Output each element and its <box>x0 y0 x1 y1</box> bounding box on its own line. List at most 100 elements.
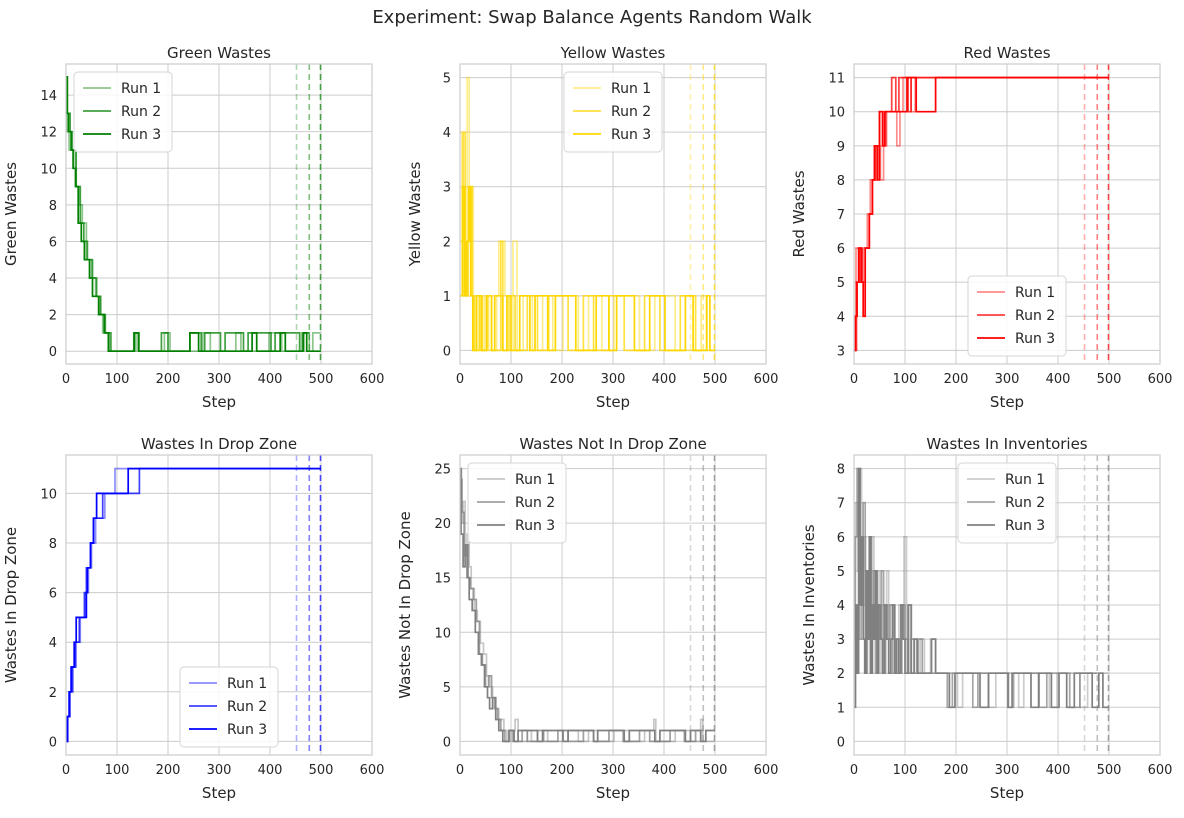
x-tick-label: 600 <box>360 763 385 778</box>
legend-label: Run 1 <box>121 81 161 97</box>
y-tick-label: 2 <box>443 235 451 250</box>
x-axis-label: Step <box>990 393 1024 411</box>
x-tick-label: 500 <box>309 763 334 778</box>
y-tick-label: 12 <box>40 126 57 141</box>
y-tick-label: 20 <box>434 517 451 532</box>
y-tick-label: 5 <box>443 681 451 696</box>
y-tick-label: 6 <box>837 531 845 546</box>
y-tick-label: 0 <box>443 344 451 359</box>
subplot-title: Wastes In Drop Zone <box>141 435 297 453</box>
y-tick-label: 25 <box>434 463 451 478</box>
series-line-run-3 <box>66 467 321 743</box>
y-tick-label: 1 <box>837 701 845 716</box>
x-tick-label: 600 <box>1148 372 1173 387</box>
legend-box <box>563 71 663 153</box>
y-tick-label: 10 <box>40 162 57 177</box>
y-tick-label: 4 <box>49 272 57 287</box>
y-tick-label: 6 <box>49 587 57 602</box>
y-tick-label: 2 <box>49 309 57 324</box>
x-tick-label: 500 <box>1097 763 1122 778</box>
legend: Run 1 Run 2 Run 3 <box>467 462 567 544</box>
x-tick-label: 600 <box>360 372 385 387</box>
y-tick-label: 8 <box>49 199 57 214</box>
y-tick-label: 8 <box>837 463 845 478</box>
y-tick-label: 4 <box>837 310 845 325</box>
x-tick-label: 600 <box>754 763 779 778</box>
x-tick-label: 300 <box>601 372 626 387</box>
subplot-3: 0 100 200 300 400 500 600 3 4 5 6 7 8 9 10 11 Red Wastes… <box>790 44 1172 411</box>
x-tick-label: 400 <box>258 763 283 778</box>
x-tick-label: 300 <box>601 763 626 778</box>
plot-area <box>854 455 1110 755</box>
legend-label: Run 2 <box>515 495 555 511</box>
x-tick-label: 0 <box>62 763 70 778</box>
y-axis-label: Green Wastes <box>2 162 20 266</box>
y-axis-label: Wastes In Inventories <box>800 524 818 685</box>
figure-title: Experiment: Swap Balance Agents Random W… <box>372 7 812 28</box>
axes-frame <box>65 63 373 365</box>
legend-label: Run 2 <box>1005 495 1045 511</box>
legend-box <box>73 71 173 153</box>
plot-area <box>66 64 322 364</box>
legend-label: Run 1 <box>515 472 555 488</box>
y-tick-label: 8 <box>837 174 845 189</box>
subplot-2: 0 100 200 300 400 500 600 0 1 2 3 4 5 Yellow Wastes St… <box>406 44 778 411</box>
subplot-5: 0 100 200 300 400 500 600 0 5 10 15 20 25 Wastes Not … <box>396 435 778 802</box>
y-tick-label: 3 <box>837 633 845 648</box>
legend-label: Run 2 <box>121 104 161 120</box>
y-tick-label: 5 <box>837 276 845 291</box>
y-tick-label: 5 <box>443 72 451 87</box>
x-tick-label: 400 <box>652 372 677 387</box>
legend-label: Run 3 <box>1015 331 1055 347</box>
y-tick-label: 2 <box>49 686 57 701</box>
axes-frame <box>853 63 1161 365</box>
y-tick-label: 5 <box>837 565 845 580</box>
y-tick-label: 14 <box>40 89 57 104</box>
x-tick-label: 300 <box>995 372 1020 387</box>
x-tick-label: 500 <box>309 372 334 387</box>
series-line-run-1 <box>854 467 1109 709</box>
legend-label: Run 1 <box>611 81 651 97</box>
series-line-run-3 <box>854 467 1109 709</box>
y-tick-label: 0 <box>837 735 845 750</box>
x-tick-label: 200 <box>944 763 969 778</box>
y-tick-label: 2 <box>837 667 845 682</box>
legend-label: Run 2 <box>1015 308 1055 324</box>
plot-area <box>854 64 1110 364</box>
x-tick-label: 0 <box>62 372 70 387</box>
x-tick-label: 0 <box>456 763 464 778</box>
x-tick-label: 300 <box>207 763 232 778</box>
legend-label: Run 3 <box>515 518 555 534</box>
x-tick-label: 500 <box>1097 372 1122 387</box>
axes-frame <box>459 63 767 365</box>
legend-label: Run 3 <box>611 127 651 143</box>
x-tick-label: 400 <box>1046 372 1071 387</box>
x-tick-label: 200 <box>156 372 181 387</box>
legend-label: Run 3 <box>1005 518 1045 534</box>
x-tick-label: 400 <box>258 372 283 387</box>
x-tick-label: 100 <box>893 372 918 387</box>
y-axis-label: Wastes In Drop Zone <box>2 527 20 683</box>
legend-label: Run 1 <box>1015 285 1055 301</box>
axes-frame <box>65 454 373 756</box>
y-tick-label: 3 <box>837 344 845 359</box>
y-tick-label: 0 <box>443 735 451 750</box>
subplot-title: Yellow Wastes <box>560 44 666 62</box>
axes-frame <box>459 454 767 756</box>
legend-label: Run 1 <box>1005 472 1045 488</box>
x-axis-label: Step <box>596 784 630 802</box>
x-tick-label: 100 <box>499 763 524 778</box>
y-tick-label: 4 <box>49 636 57 651</box>
series-line-run-2 <box>460 478 704 743</box>
legend-label: Run 2 <box>611 104 651 120</box>
y-tick-label: 8 <box>49 537 57 552</box>
plot-area <box>460 64 716 364</box>
x-tick-label: 0 <box>850 763 858 778</box>
y-tick-label: 7 <box>837 497 845 512</box>
series-line-run-3 <box>854 76 1109 352</box>
x-tick-label: 300 <box>995 763 1020 778</box>
x-tick-label: 100 <box>105 763 130 778</box>
legend-label: Run 3 <box>121 127 161 143</box>
legend-box <box>967 275 1067 357</box>
